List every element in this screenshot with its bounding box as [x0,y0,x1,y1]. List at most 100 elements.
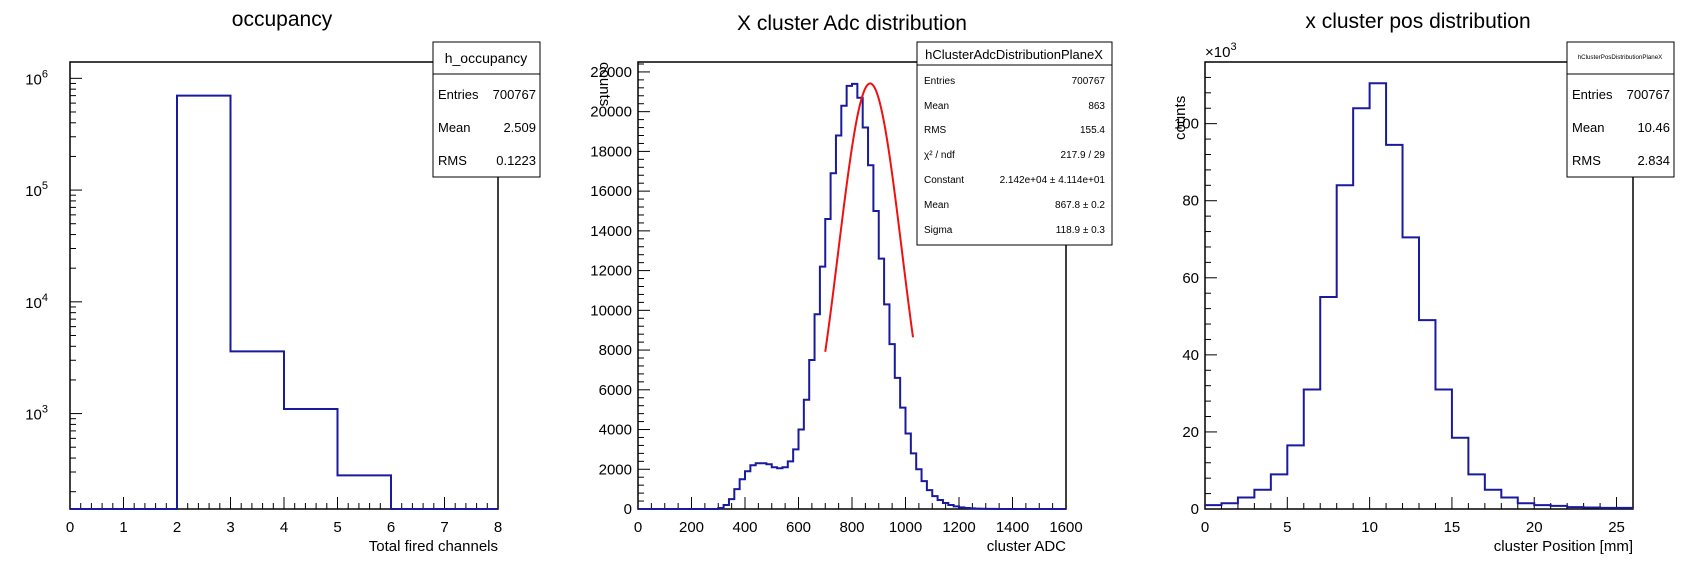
y-tick-label: 0 [1191,501,1199,518]
stats-entries-value: 700767 [1627,87,1670,102]
y-tick-exponent: 4 [42,292,48,304]
stats-mean-value: 863 [1088,101,1105,112]
stats-box: hClusterAdcDistributionPlaneX Entries 70… [916,41,1113,246]
stats-box: hClusterPosDistributionPlaneX Entries 70… [1566,41,1675,178]
y-tick-label: 20 [1182,424,1199,441]
y-tick-base: 10 [25,407,42,424]
axis-tick-labels: 0 200 400 600 800 1000 1200 1400 160002000400060… [590,64,1082,536]
histogram-line [1205,82,1633,509]
y-tick-exponent: 6 [42,68,48,80]
stats-fit-mean-value: 867.8 ± 0.2 [1055,200,1105,211]
stats-chi2-label: χ² / ndf [924,150,955,161]
y-axis-multiplier: ×103 [1205,41,1237,61]
cluster-pos-panel: x cluster pos distribution 0 5 10 15 20 25 0 20… [1172,10,1675,555]
x-tick-label: 4 [280,519,288,536]
y-tick-label: 8000 [599,342,632,359]
stats-entries-label: Entries [924,76,955,87]
y-tick-label: 6000 [599,382,632,399]
stats-mean-label: Mean [438,120,471,135]
chart-title: x cluster pos distribution [1305,10,1530,33]
stats-rms-value: 155.4 [1080,125,1105,136]
histogram-line [638,82,1066,510]
y-tick-label: 100 [1174,116,1199,133]
x-tick-label: 400 [732,519,757,536]
stats-title: hClusterAdcDistributionPlaneX [925,47,1103,62]
stats-constant-value: 2.142e+04 ± 4.114e+01 [1000,175,1106,186]
x-tick-label: 7 [440,519,448,536]
x-axis-label: cluster ADC [987,538,1066,555]
y-axis-label: counts [596,62,613,106]
axis-tick-labels: 0 5 10 15 20 25 0 20 40 60 80 100 [1174,116,1625,536]
stats-chi2-value: 217.9 / 29 [1061,150,1106,161]
stats-entries-value: 700767 [1072,76,1106,87]
stats-mean-value: 2.509 [503,120,536,135]
x-tick-label: 600 [786,519,811,536]
cluster-adc-panel: X cluster Adc distribution 0 200 400 600 800… [590,12,1113,555]
stats-entries-label: Entries [1572,87,1613,102]
y-tick-label: 4000 [599,422,632,439]
stats-mean-label: Mean [1572,120,1605,135]
stats-constant-label: Constant [924,175,964,186]
y-tick-label: 0 [624,501,632,518]
y-tick-exponent: 5 [42,180,48,192]
y-tick-label: 18000 [590,143,632,160]
stats-rms-label: RMS [438,153,467,168]
x-tick-label: 1400 [996,519,1029,536]
chart-title: occupancy [232,8,333,31]
y-tick-label: 105 [25,180,48,200]
x-tick-label: 6 [387,519,395,536]
x-tick-label: 200 [679,519,704,536]
stats-sigma-label: Sigma [924,225,953,236]
y-multiplier-base: ×10 [1205,44,1230,61]
x-tick-label: 0 [1201,519,1209,536]
x-tick-label: 5 [333,519,341,536]
axis-ticks [1204,76,1618,510]
x-axis-label: Total fired channels [369,538,498,555]
x-tick-label: 8 [494,519,502,536]
histogram-line [70,94,498,510]
stats-rms-label: RMS [924,125,947,136]
y-tick-base: 10 [25,71,42,88]
x-tick-label: 5 [1283,519,1291,536]
x-tick-label: 10 [1361,519,1378,536]
stats-entries-value: 700767 [493,87,536,102]
y-tick-base: 10 [25,295,42,312]
x-tick-label: 0 [66,519,74,536]
y-tick-label: 14000 [590,223,632,240]
y-tick-label: 2000 [599,461,632,478]
x-tick-label: 1 [119,519,127,536]
x-tick-label: 1200 [942,519,975,536]
y-tick-label: 16000 [590,183,632,200]
x-tick-label: 20 [1526,519,1543,536]
x-tick-label: 15 [1444,519,1461,536]
x-tick-label: 25 [1608,519,1625,536]
x-tick-label: 2 [173,519,181,536]
stats-rms-label: RMS [1572,153,1601,168]
stats-mean-value: 10.46 [1637,120,1670,135]
stats-mean-label: Mean [924,101,949,112]
y-tick-exponent: 3 [42,404,48,416]
stats-rms-value: 2.834 [1637,153,1670,168]
x-axis-label: cluster Position [mm] [1494,538,1633,555]
y-tick-label: 20000 [590,104,632,121]
y-tick-label: 80 [1182,193,1199,210]
x-tick-label: 1600 [1049,519,1082,536]
y-tick-label: 103 [25,404,48,424]
y-tick-base: 10 [25,183,42,200]
axis-ticks [69,77,499,509]
x-tick-label: 1000 [889,519,922,536]
y-tick-label: 22000 [590,64,632,81]
stats-fit-mean-label: Mean [924,200,949,211]
stats-rms-value: 0.1223 [496,153,536,168]
y-multiplier-exponent: 3 [1230,41,1236,53]
stats-title: h_occupancy [445,50,528,66]
stats-sigma-value: 118.9 ± 0.3 [1056,225,1106,236]
y-tick-label: 106 [25,68,48,88]
x-tick-label: 0 [634,519,642,536]
stats-box: h_occupancy Entries 700767 Mean 2.509 RM… [432,41,541,178]
gaussian-fit-curve [824,82,914,352]
stats-title: hClusterPosDistributionPlaneX [1578,54,1663,61]
